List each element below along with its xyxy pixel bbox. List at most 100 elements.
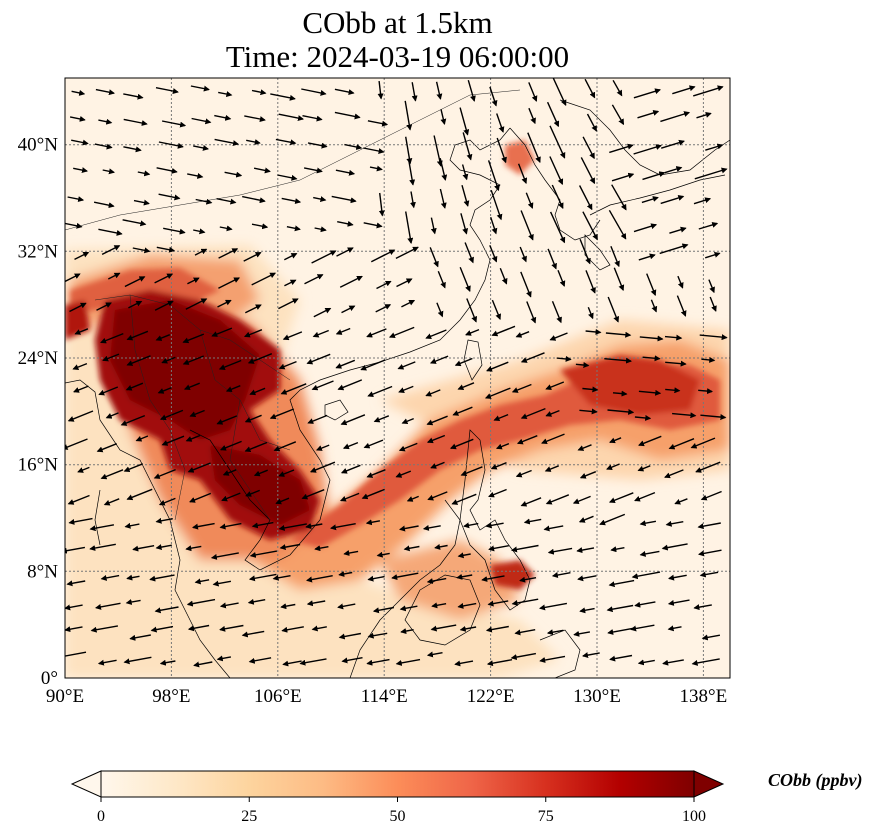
wind-arrow <box>457 382 475 391</box>
wind-arrow <box>243 329 263 338</box>
wind-arrow <box>360 359 386 371</box>
wind-arrow <box>526 301 537 324</box>
wind-arrow <box>335 169 356 176</box>
wind-arrow <box>514 629 536 636</box>
wind-arrow <box>611 104 625 126</box>
wind-arrow <box>668 574 687 581</box>
wind-arrow <box>459 107 470 136</box>
wind-arrow <box>375 304 392 313</box>
wind-arrow <box>449 438 474 450</box>
wind-arrow <box>546 629 564 636</box>
wind-arrow <box>461 164 469 181</box>
wind-arrow <box>454 660 474 667</box>
wind-arrow <box>251 89 267 96</box>
colorbar-tick-label: 25 <box>241 808 257 825</box>
wind-arrow <box>634 414 652 421</box>
wind-arrow <box>304 274 324 285</box>
wind-arrow <box>435 81 443 100</box>
wind-arrow <box>577 444 592 451</box>
wind-arrow <box>544 465 559 472</box>
wind-arrow <box>633 223 658 233</box>
wind-arrow <box>699 334 728 341</box>
lat-tick-label: 0° <box>41 668 58 689</box>
wind-arrow <box>309 461 336 473</box>
wind-arrow <box>519 576 537 583</box>
wind-arrow <box>607 408 635 415</box>
wind-arrow <box>95 602 121 610</box>
wind-arrow <box>630 624 655 632</box>
wind-arrow <box>552 78 567 107</box>
wind-arrow <box>125 599 141 605</box>
wind-arrow <box>307 142 328 149</box>
wind-arrow <box>69 115 86 122</box>
wind-arrow <box>551 184 564 210</box>
wind-arrow <box>606 463 620 471</box>
wind-arrow <box>248 573 277 582</box>
wind-arrow <box>314 545 329 552</box>
wind-arrow <box>340 464 361 474</box>
wind-arrow <box>336 247 354 257</box>
wind-arrow <box>123 93 144 100</box>
wind-arrow <box>157 386 172 394</box>
wind-arrow <box>634 491 656 502</box>
wind-arrow <box>120 414 146 426</box>
wind-arrow <box>218 277 240 289</box>
wind-arrow <box>284 279 297 287</box>
wind-arrow <box>388 326 415 339</box>
wind-arrow <box>339 275 363 288</box>
wind-arrow <box>278 360 297 370</box>
wind-arrow <box>74 328 89 335</box>
colorbar-tick-label: 100 <box>682 808 706 825</box>
wind-arrow <box>222 469 237 476</box>
wind-arrow <box>697 522 721 530</box>
map-title-line1: CObb at 1.5km <box>302 5 493 40</box>
wind-arrow <box>406 495 419 502</box>
wind-arrow <box>126 355 151 366</box>
wind-arrow <box>154 273 174 284</box>
wind-arrow <box>191 117 212 125</box>
wind-arrow <box>395 246 419 260</box>
wind-arrow <box>216 198 237 205</box>
wind-arrow <box>219 225 233 232</box>
wind-arrow <box>609 654 633 662</box>
wind-arrow <box>404 100 413 131</box>
wind-arrow <box>306 353 331 365</box>
wind-arrow <box>660 195 685 205</box>
wind-arrow <box>705 143 724 151</box>
wind-arrow <box>155 544 172 551</box>
wind-arrow <box>249 387 266 396</box>
wind-arrow <box>491 325 516 337</box>
wind-arrow <box>693 197 712 205</box>
wind-arrow <box>279 543 301 551</box>
map-frame <box>64 77 731 679</box>
wind-arrow <box>65 626 83 633</box>
wind-arrow <box>546 101 560 128</box>
wind-arrow <box>429 247 439 268</box>
wind-arrow <box>481 575 505 582</box>
wind-arrow <box>65 438 88 450</box>
wind-arrow <box>331 195 357 204</box>
wind-arrow <box>582 652 600 659</box>
wind-arrow <box>426 577 447 584</box>
wind-arrow <box>74 251 90 261</box>
wind-arrow <box>154 300 174 311</box>
wind-arrow <box>158 193 181 201</box>
wind-arrow <box>278 523 307 531</box>
wind-arrow <box>399 605 418 612</box>
wind-arrow <box>698 549 722 557</box>
wind-arrow <box>186 598 216 607</box>
wind-arrow <box>253 167 271 174</box>
wind-arrow <box>440 109 447 125</box>
wind-arrow <box>485 625 509 633</box>
wind-arrow <box>639 520 657 527</box>
wind-arrow <box>511 544 539 553</box>
wind-arrow <box>313 307 332 318</box>
wind-arrow <box>650 299 658 313</box>
wind-arrow <box>660 111 691 123</box>
wind-vectors <box>65 78 728 668</box>
wind-arrow <box>280 603 296 610</box>
wind-arrow <box>460 213 469 235</box>
wind-arrow <box>611 184 627 211</box>
wind-arrow <box>126 330 149 341</box>
wind-arrow <box>664 334 683 341</box>
